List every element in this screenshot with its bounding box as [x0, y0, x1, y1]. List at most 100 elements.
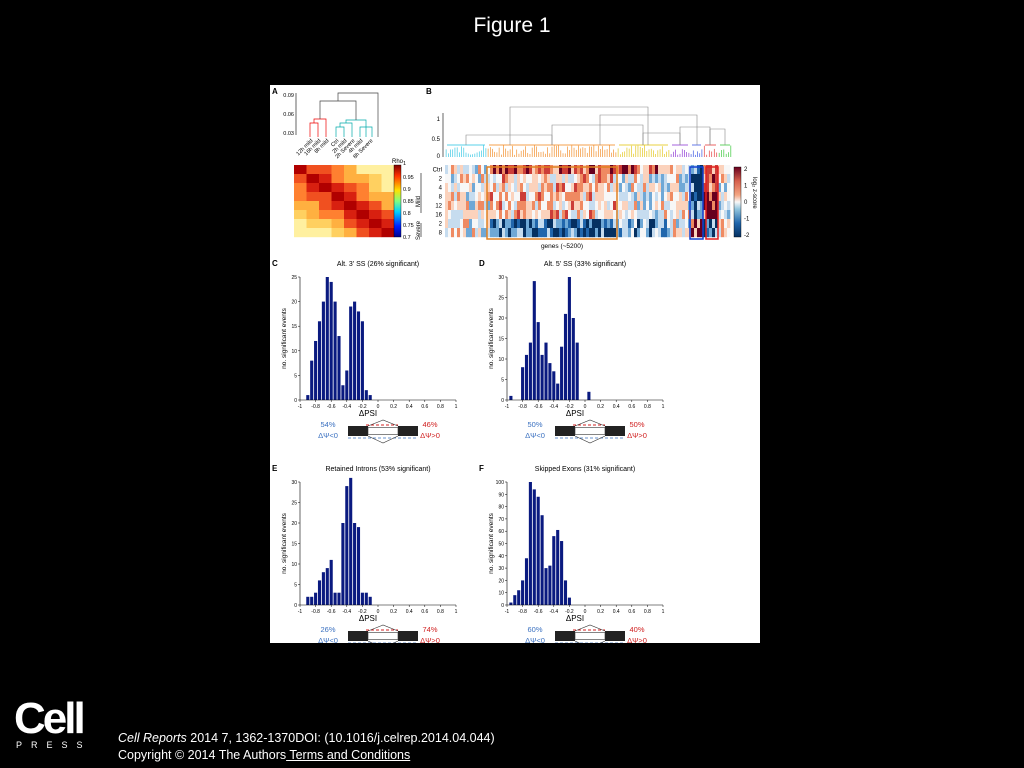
gene-heatmap-cell — [511, 174, 515, 184]
gene-heatmap-cell — [712, 201, 716, 211]
gene-heatmap-cell — [634, 228, 638, 238]
gene-heatmap-cell — [547, 183, 551, 193]
y-tick-label: 10 — [291, 349, 297, 355]
corr-cell — [344, 165, 357, 175]
gene-heatmap-cell — [715, 219, 719, 229]
x-axis-label: ΔPSI — [566, 614, 584, 623]
gene-heatmap-cell — [712, 165, 716, 175]
gene-heatmap-cell — [529, 219, 533, 229]
gene-heatmap-cell — [535, 219, 539, 229]
histogram-bar — [356, 311, 361, 400]
gene-heatmap-cell — [499, 210, 503, 220]
gene-heatmap-cell — [670, 192, 674, 202]
gene-heatmap-cell — [574, 228, 578, 238]
gene-heatmap-cell — [592, 192, 596, 202]
gene-heatmap-cell — [646, 174, 650, 184]
gene-heatmap-cell — [652, 165, 656, 175]
gene-heatmap-cell — [712, 174, 716, 184]
neg-percent: 50% — [527, 420, 542, 429]
gene-heatmap-cell — [451, 165, 455, 175]
histogram-title: Retained Introns (53% significant) — [325, 466, 430, 473]
terms-link[interactable]: Terms and Conditions — [286, 748, 411, 762]
gene-heatmap-cell — [475, 210, 479, 220]
gene-heatmap-cell — [682, 201, 686, 211]
zscore-tick: 2 — [744, 167, 748, 173]
gene-heatmap-cell — [727, 192, 731, 202]
gene-heatmap-cell — [460, 228, 464, 238]
gene-heatmap-cell — [574, 210, 578, 220]
gene-heatmap-cell — [538, 183, 542, 193]
histogram-title: Skipped Exons (31% significant) — [535, 466, 635, 473]
gene-heatmap-cell — [724, 210, 728, 220]
dendro-b-tick: 0.5 — [432, 137, 441, 143]
corr-cell — [319, 219, 332, 229]
gene-heatmap-cell — [628, 201, 632, 211]
histogram-bar — [314, 340, 318, 400]
gene-heatmap-cell — [559, 192, 563, 202]
gene-heatmap-cell — [463, 219, 467, 229]
gene-heatmap-cell — [670, 174, 674, 184]
gene-heatmap-cell — [502, 192, 506, 202]
gene-heatmap-cell — [451, 174, 455, 184]
gene-heatmap-cell — [469, 174, 473, 184]
gene-heatmap-cell — [559, 228, 563, 238]
y-tick-label: 15 — [291, 324, 297, 330]
gene-heatmap-cell — [694, 165, 698, 175]
gene-heatmap-cell — [640, 165, 644, 175]
gene-heatmap-cell — [565, 174, 569, 184]
gene-heatmap-cell — [682, 165, 686, 175]
gene-heatmap-cell — [457, 183, 461, 193]
gene-heatmap-cell — [583, 201, 587, 211]
gene-heatmap-cell — [673, 183, 677, 193]
gene-heatmap-cell — [613, 228, 617, 238]
corr-cell — [344, 174, 357, 184]
gene-heatmap-cell — [520, 201, 524, 211]
gene-heatmap-cell — [547, 165, 551, 175]
gene-heatmap-cell — [586, 183, 590, 193]
gene-heatmap-cell — [472, 165, 476, 175]
histogram-alt3ss: C Alt. 3' SS (26% significant)-1 -0.8 -0.6-… — [272, 259, 458, 444]
gene-heatmap-cell — [664, 228, 668, 238]
gene-heatmap-cell — [667, 165, 671, 175]
gene-heatmap-cell — [481, 192, 485, 202]
gene-heatmap-cell — [727, 201, 731, 211]
histogram-bar — [532, 489, 536, 605]
corr-cell — [306, 192, 320, 202]
gene-heatmap-cell — [700, 228, 704, 238]
gene-heatmap-cell — [451, 192, 455, 202]
gene-heatmap-cell — [613, 210, 617, 220]
x-tick-label: 0.6 — [421, 609, 428, 615]
gene-heatmap-cell — [649, 165, 653, 175]
gene-heatmap-cell — [472, 228, 476, 238]
gene-heatmap-cell — [598, 219, 602, 229]
heatmap-xlabel: genes (~5200) — [541, 243, 583, 250]
histogram-bar — [536, 322, 540, 400]
gene-heatmap-cell — [478, 174, 482, 184]
gene-heatmap-cell — [481, 210, 485, 220]
gene-heatmap-cell — [583, 219, 587, 229]
gene-heatmap-cell — [484, 219, 488, 229]
gene-heatmap-cell — [529, 183, 533, 193]
gene-heatmap-cell — [592, 201, 596, 211]
gene-heatmap-cell — [448, 210, 452, 220]
gene-heatmap-cell — [694, 228, 698, 238]
panel-letter-a: A — [272, 87, 278, 96]
gene-heatmap-cell — [682, 228, 686, 238]
histogram-bar — [329, 281, 333, 400]
gene-heatmap-cell — [697, 228, 701, 238]
gene-heatmap-cell — [667, 174, 671, 184]
rho-colorbar — [393, 164, 402, 238]
gene-heatmap-cell — [511, 210, 515, 220]
gene-heatmap-cell — [589, 210, 593, 220]
gene-heatmap-cell — [646, 201, 650, 211]
gene-heatmap-cell — [457, 228, 461, 238]
gene-heatmap-cell — [583, 210, 587, 220]
histogram-bar — [513, 595, 517, 605]
gene-heatmap-cell — [628, 165, 632, 175]
histogram-bar — [337, 336, 341, 400]
gene-heatmap-cell — [676, 183, 680, 193]
gene-heatmap-cell — [481, 201, 485, 211]
y-tick-label: 0 — [501, 603, 504, 609]
gene-heatmap-cell — [562, 201, 566, 211]
y-tick-label: 70 — [498, 517, 504, 523]
